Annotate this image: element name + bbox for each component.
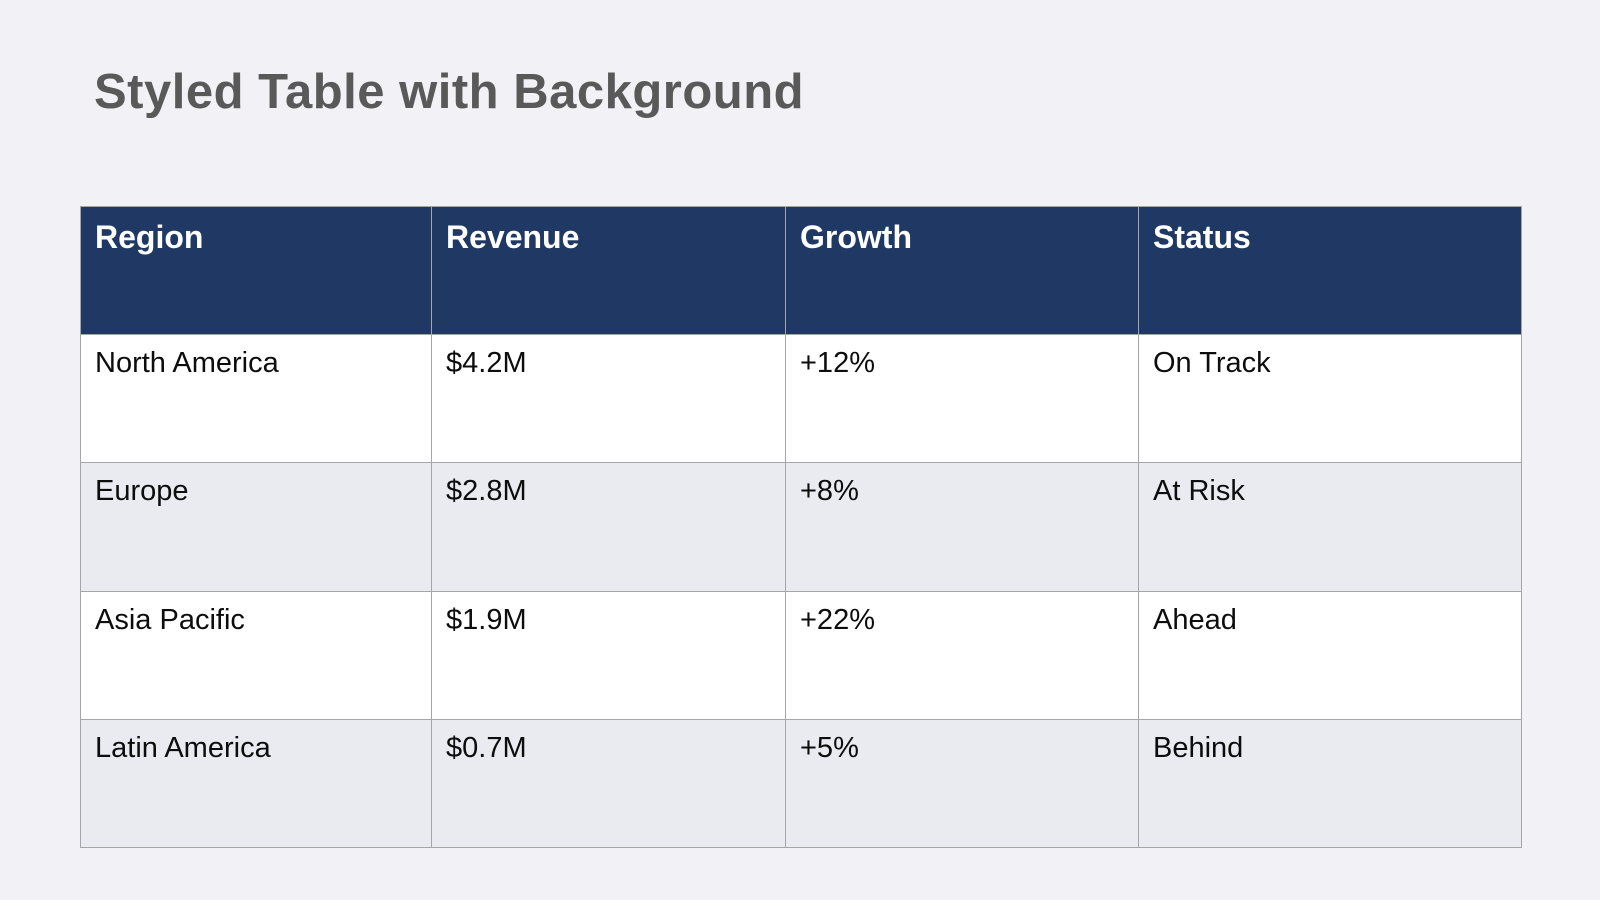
cell-revenue: $2.8M [431,462,786,592]
table-row: Europe $2.8M +8% At Risk [80,462,1522,592]
cell-status: Ahead [1138,590,1522,720]
cell-revenue: $4.2M [431,333,786,464]
cell-status: Behind [1138,718,1522,849]
styled-table: Region Revenue Growth Status North Ameri… [80,206,1522,849]
cell-region: Asia Pacific [80,590,432,720]
table-row: Latin America $0.7M +5% Behind [80,718,1522,849]
column-header-status: Status [1138,206,1522,335]
cell-growth: +12% [785,333,1139,464]
cell-region: Latin America [80,718,432,849]
cell-status: On Track [1138,333,1522,464]
column-header-region: Region [80,206,432,335]
table-row: North America $4.2M +12% On Track [80,333,1522,464]
table-row: Asia Pacific $1.9M +22% Ahead [80,590,1522,720]
cell-region: North America [80,333,432,464]
cell-growth: +8% [785,462,1139,592]
page-title: Styled Table with Background [94,65,805,119]
cell-revenue: $1.9M [431,590,786,720]
cell-region: Europe [80,462,432,592]
table-header-row: Region Revenue Growth Status [80,206,1522,335]
cell-revenue: $0.7M [431,718,786,849]
cell-growth: +22% [785,590,1139,720]
cell-status: At Risk [1138,462,1522,592]
column-header-growth: Growth [785,206,1139,335]
cell-growth: +5% [785,718,1139,849]
column-header-revenue: Revenue [431,206,786,335]
